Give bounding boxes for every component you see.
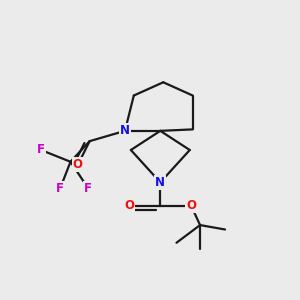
Text: O: O bbox=[124, 200, 134, 212]
Text: F: F bbox=[84, 182, 92, 195]
Text: F: F bbox=[56, 182, 64, 195]
Text: O: O bbox=[73, 158, 83, 171]
Text: O: O bbox=[186, 200, 196, 212]
Text: N: N bbox=[155, 176, 165, 189]
Text: F: F bbox=[37, 143, 45, 157]
Text: N: N bbox=[120, 124, 130, 137]
